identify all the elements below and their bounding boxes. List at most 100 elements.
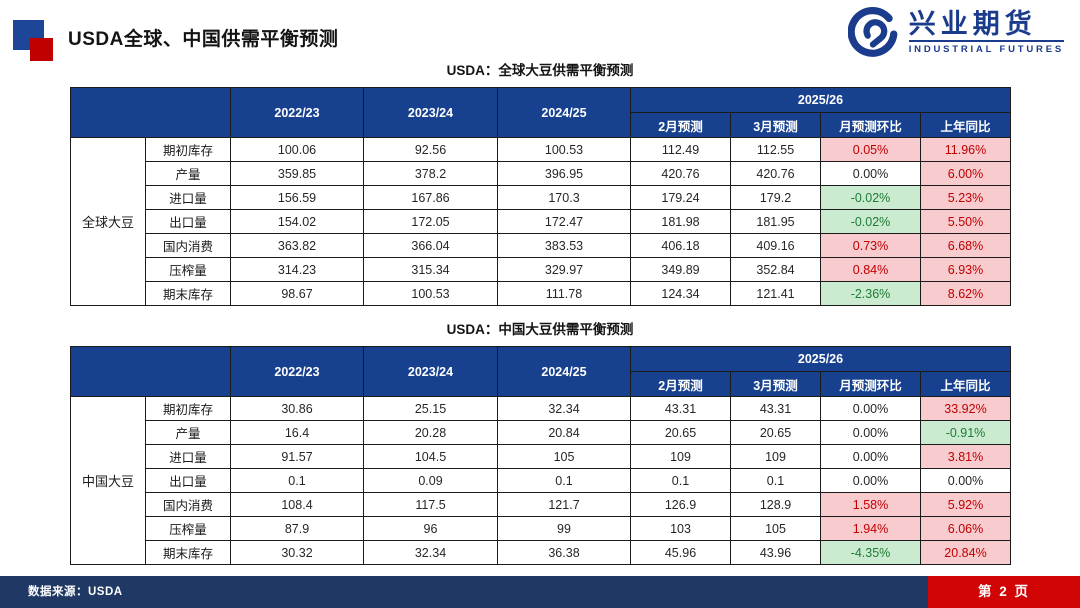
table-row: 国内消费 108.4 117.5 121.7 126.9 128.9 1.58%… (71, 492, 1011, 517)
row-label: 期末库存 (145, 281, 231, 306)
title-marker-red-square (30, 38, 53, 61)
table-row: 出口量 0.1 0.09 0.1 0.1 0.1 0.00% 0.00% (71, 468, 1011, 493)
mom-cell: 0.00% (820, 468, 921, 493)
row-label: 期初库存 (145, 137, 231, 162)
sub-header: 3月预测 (730, 112, 821, 138)
row-label: 产量 (145, 161, 231, 186)
mom-cell: 0.00% (820, 161, 921, 186)
header-row-subcolumns: 2月预测 3月预测 月预测环比 上年同比 (71, 112, 1011, 138)
span-year-header: 2025/26 (630, 87, 1011, 113)
footer-bar: 数据来源：USDA 第 2 页 (0, 576, 1080, 608)
header-row-years: 2022/23 2023/24 2024/25 2025/26 (70, 346, 1011, 397)
data-cell: 154.02 (230, 209, 364, 234)
mom-cell: 1.58% (820, 492, 921, 517)
data-cell: 121.7 (497, 492, 631, 517)
yoy-cell: 20.84% (920, 540, 1011, 565)
page-title: USDA全球、中国供需平衡预测 (68, 29, 339, 50)
yoy-cell: 5.92% (920, 492, 1011, 517)
brand-text: 兴业期货 INDUSTRIAL FUTURES (908, 9, 1064, 55)
mom-cell: -0.02% (820, 209, 921, 234)
data-cell: 96 (363, 516, 498, 541)
data-cell: 170.3 (497, 185, 631, 210)
table-row: 压榨量 87.9 96 99 103 105 1.94% 6.06% (71, 516, 1011, 541)
data-cell: 420.76 (730, 161, 821, 186)
yoy-cell: 6.06% (920, 516, 1011, 541)
group-label: 中国大豆 (70, 396, 146, 565)
data-cell: 406.18 (630, 233, 731, 258)
mom-cell: -2.36% (820, 281, 921, 306)
yoy-cell: 0.00% (920, 468, 1011, 493)
year-header: 2024/25 (497, 87, 631, 138)
swirl-icon (847, 6, 898, 57)
mom-cell: 0.00% (820, 420, 921, 445)
sub-header: 上年同比 (920, 371, 1011, 397)
data-cell: 167.86 (363, 185, 498, 210)
data-cell: 121.41 (730, 281, 821, 306)
data-cell: 0.09 (363, 468, 498, 493)
data-cell: 20.28 (363, 420, 498, 445)
data-cell: 43.31 (730, 396, 821, 421)
mom-cell: 0.00% (820, 444, 921, 469)
data-cell: 108.4 (230, 492, 364, 517)
table-row: 产量 16.4 20.28 20.84 20.65 20.65 0.00% -0… (71, 420, 1011, 445)
mom-cell: 0.00% (820, 396, 921, 421)
data-cell: 105 (730, 516, 821, 541)
page-number: 第 2 页 (928, 576, 1080, 608)
data-cell: 112.49 (630, 137, 731, 162)
balance-table-global: 2022/23 2023/24 2024/25 2025/26 2月预测 3月预… (70, 87, 1011, 306)
data-cell: 0.1 (630, 468, 731, 493)
row-label: 进口量 (145, 185, 231, 210)
data-cell: 87.9 (230, 516, 364, 541)
data-cell: 315.34 (363, 257, 498, 282)
data-cell: 179.24 (630, 185, 731, 210)
data-cell: 117.5 (363, 492, 498, 517)
data-cell: 25.15 (363, 396, 498, 421)
table-row: 压榨量 314.23 315.34 329.97 349.89 352.84 0… (71, 257, 1011, 282)
table-row: 进口量 156.59 167.86 170.3 179.24 179.2 -0.… (71, 185, 1011, 210)
data-cell: 359.85 (230, 161, 364, 186)
data-cell: 172.05 (363, 209, 498, 234)
data-cell: 126.9 (630, 492, 731, 517)
data-cell: 100.53 (497, 137, 631, 162)
data-cell: 128.9 (730, 492, 821, 517)
data-cell: 111.78 (497, 281, 631, 306)
data-cell: 43.96 (730, 540, 821, 565)
yoy-cell: 33.92% (920, 396, 1011, 421)
table-row: 进口量 91.57 104.5 105 109 109 0.00% 3.81% (71, 444, 1011, 469)
data-source: 数据来源：USDA (28, 586, 123, 598)
row-label: 出口量 (145, 209, 231, 234)
sub-header: 上年同比 (920, 112, 1011, 138)
data-cell: 172.47 (497, 209, 631, 234)
year-header: 2023/24 (363, 346, 498, 397)
mom-cell: -4.35% (820, 540, 921, 565)
data-cell: 383.53 (497, 233, 631, 258)
data-cell: 112.55 (730, 137, 821, 162)
table-row: 全球大豆 期初库存 100.06 92.56 100.53 112.49 112… (70, 137, 1011, 306)
data-cell: 103 (630, 516, 731, 541)
row-label: 期末库存 (145, 540, 231, 565)
header-row-years: 2022/23 2023/24 2024/25 2025/26 (70, 87, 1011, 138)
brand-logo: 兴业期货 INDUSTRIAL FUTURES (847, 6, 1064, 58)
yoy-cell: 6.93% (920, 257, 1011, 282)
data-cell: 92.56 (363, 137, 498, 162)
data-cell: 420.76 (630, 161, 731, 186)
yoy-cell: 8.62% (920, 281, 1011, 306)
mom-cell: 0.84% (820, 257, 921, 282)
data-cell: 20.65 (630, 420, 731, 445)
data-cell: 30.32 (230, 540, 364, 565)
data-cell: 156.59 (230, 185, 364, 210)
row-label: 期初库存 (145, 396, 231, 421)
mom-cell: 1.94% (820, 516, 921, 541)
data-cell: 363.82 (230, 233, 364, 258)
global-soybean-section: USDA：全球大豆供需平衡预测 2022/23 2023/24 2024/25 … (70, 62, 1011, 306)
sub-header: 2月预测 (630, 112, 731, 138)
data-cell: 16.4 (230, 420, 364, 445)
balance-table-china: 2022/23 2023/24 2024/25 2025/26 2月预测 3月预… (70, 346, 1011, 565)
data-cell: 179.2 (730, 185, 821, 210)
data-cell: 0.1 (230, 468, 364, 493)
group-label: 全球大豆 (70, 137, 146, 306)
brand-name-en: INDUSTRIAL FUTURES (908, 40, 1064, 55)
data-cell: 124.34 (630, 281, 731, 306)
mom-cell: 0.05% (820, 137, 921, 162)
table-row: 期末库存 98.67 100.53 111.78 124.34 121.41 -… (71, 281, 1011, 306)
